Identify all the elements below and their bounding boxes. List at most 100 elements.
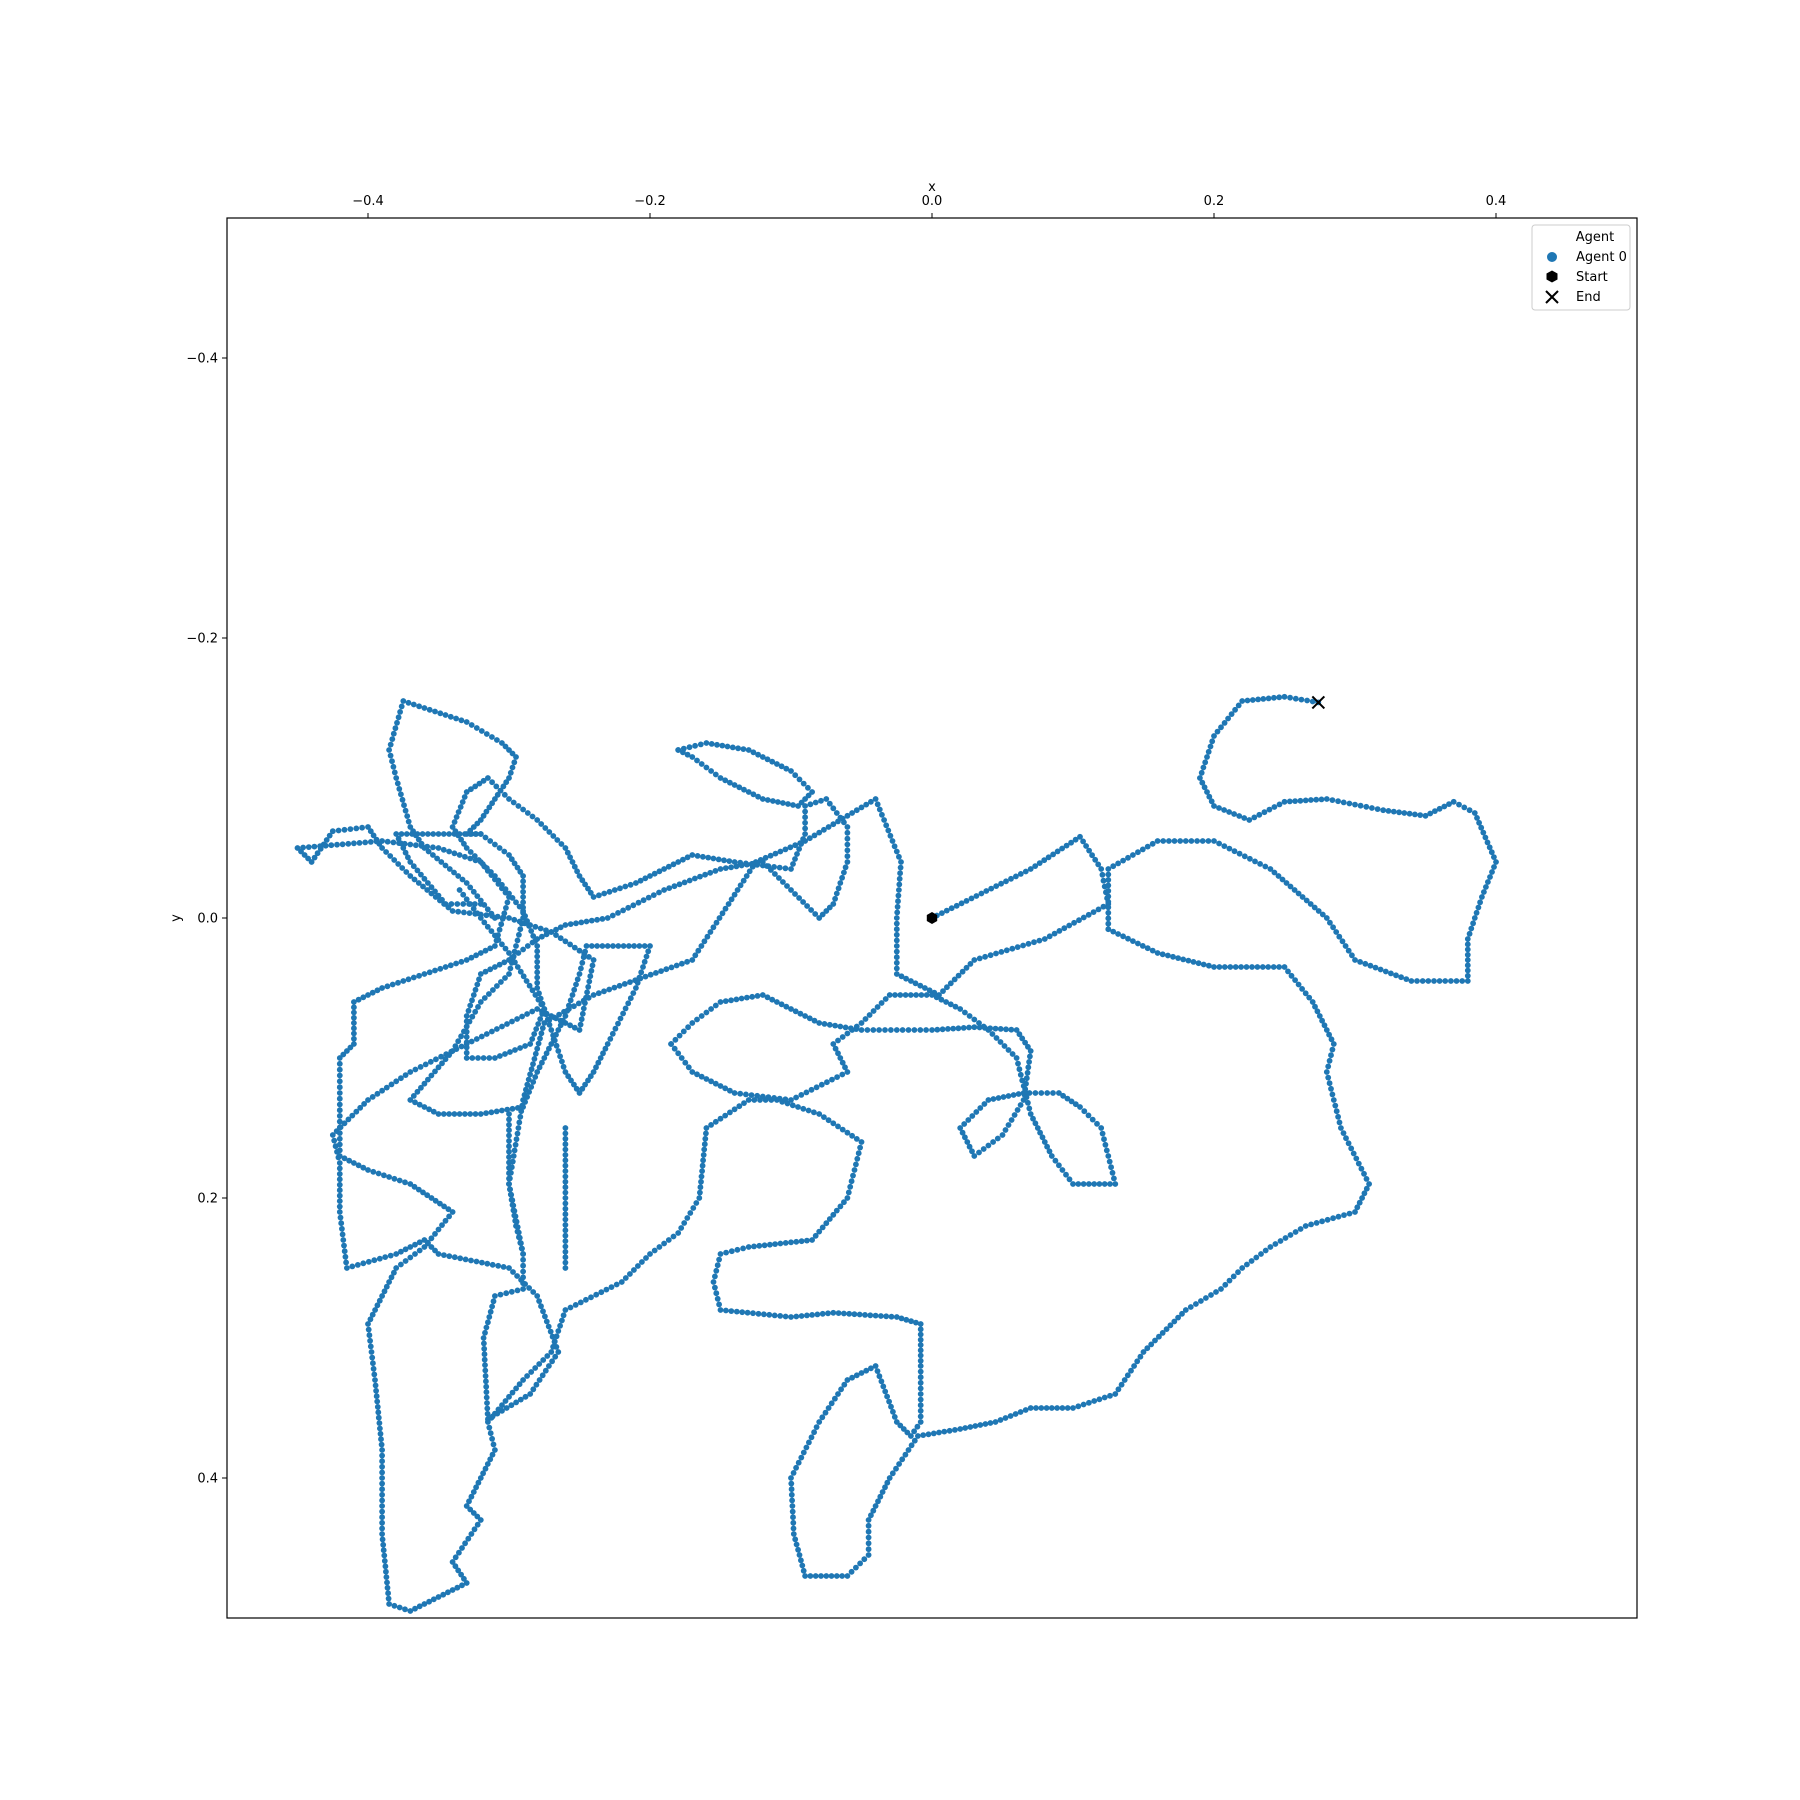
trajectory-point	[713, 919, 720, 926]
trajectory-point	[439, 1060, 445, 1067]
trajectory-point	[841, 819, 847, 826]
trajectory-point	[492, 932, 498, 939]
trajectory-point	[458, 836, 464, 843]
trajectory-point	[375, 1170, 382, 1177]
trajectory-point	[573, 920, 579, 927]
trajectory-point	[496, 845, 503, 851]
trajectory-point	[1068, 1098, 1075, 1105]
trajectory-point	[1488, 849, 1495, 856]
trajectory-point	[1106, 1158, 1113, 1165]
trajectory-point	[963, 964, 970, 971]
trajectory-point	[788, 866, 794, 872]
trajectory-point	[379, 1486, 385, 1493]
trajectory-point	[808, 1086, 815, 1093]
trajectory-point	[1329, 1046, 1336, 1053]
trajectory-point	[365, 824, 371, 830]
start-end-markers	[926, 695, 1326, 924]
trajectory-point	[982, 1421, 989, 1427]
trajectory-point	[337, 1214, 344, 1221]
trajectory-point	[574, 868, 580, 875]
trajectory-point	[790, 802, 796, 808]
trajectory-point	[1051, 930, 1058, 937]
trajectory-point	[891, 843, 898, 850]
trajectory-point	[562, 1254, 569, 1261]
trajectory-point	[1105, 888, 1112, 894]
trajectory-point	[1493, 859, 1499, 865]
trajectory-point	[582, 1000, 588, 1006]
trajectory-point	[980, 1023, 987, 1030]
trajectory-point	[1464, 962, 1471, 969]
trajectory-point	[503, 1405, 510, 1411]
trajectory-point	[425, 1239, 431, 1246]
trajectory-point	[562, 1141, 569, 1148]
trajectory-point	[421, 1104, 428, 1110]
trajectory-point	[947, 980, 954, 987]
trajectory-point	[1105, 893, 1112, 900]
trajectory-point	[857, 1144, 863, 1151]
trajectory-point	[1363, 803, 1370, 810]
trajectory-point	[809, 1237, 815, 1243]
trajectory-point	[717, 1251, 724, 1257]
trajectory-point	[461, 909, 467, 916]
trajectory-point	[473, 1484, 479, 1491]
trajectory-point	[1163, 1326, 1170, 1332]
trajectory-point	[868, 798, 874, 805]
trajectory-point	[475, 1479, 482, 1486]
trajectory-point	[822, 1409, 829, 1416]
trajectory-point	[463, 1580, 470, 1586]
trajectory-point	[536, 1064, 543, 1071]
trajectory-point	[1484, 839, 1491, 846]
trajectory-point	[1022, 1039, 1028, 1046]
trajectory-point	[1121, 1377, 1128, 1383]
trajectory-point	[837, 880, 844, 886]
trajectory-point	[509, 1105, 516, 1112]
trajectory-point	[839, 874, 845, 881]
trajectory-point	[1367, 962, 1374, 969]
trajectory-point	[1316, 1013, 1323, 1019]
trajectory-point	[1025, 1043, 1031, 1050]
trajectory-point	[911, 1437, 918, 1444]
trajectory-point	[507, 1049, 513, 1055]
trajectory-point	[917, 1379, 924, 1386]
trajectory-point	[884, 1479, 891, 1486]
trajectory-point	[381, 1172, 387, 1179]
trajectory-point	[844, 1377, 851, 1383]
legend-box	[1531, 224, 1631, 311]
trajectory-point	[1101, 1394, 1108, 1401]
trajectory-point	[727, 779, 733, 786]
trajectory-point	[435, 892, 442, 899]
trajectory-point	[914, 1423, 921, 1430]
trajectory-point	[596, 892, 602, 899]
trajectory-point	[837, 814, 844, 821]
trajectory-point	[469, 1013, 476, 1020]
trajectory-point	[351, 1020, 357, 1026]
trajectory-point	[518, 920, 525, 927]
trajectory-point	[474, 1521, 481, 1528]
trajectory-point	[300, 844, 306, 851]
trajectory-point	[872, 796, 879, 802]
trajectory-point	[511, 860, 518, 867]
trajectory-point	[478, 1033, 485, 1040]
trajectory-point	[714, 1295, 721, 1302]
trajectory-point	[1037, 1129, 1043, 1136]
trajectory-point	[703, 1125, 710, 1131]
trajectory-point	[1292, 798, 1298, 804]
trajectory-point	[972, 1423, 979, 1429]
trajectory-point	[1252, 858, 1258, 865]
trajectory-point	[398, 840, 404, 847]
trajectory-point	[479, 1259, 485, 1266]
trajectory-point	[1154, 838, 1161, 844]
trajectory-point	[630, 902, 637, 909]
trajectory-point	[966, 1024, 972, 1031]
trajectory-point	[912, 980, 919, 987]
trajectory-point	[1221, 720, 1228, 726]
trajectory-point	[728, 896, 735, 903]
trajectory-point	[455, 809, 462, 815]
trajectory-point	[1348, 1145, 1355, 1152]
trajectory-point	[1329, 1091, 1336, 1098]
trajectory-point	[390, 839, 397, 846]
trajectory-point	[508, 856, 515, 863]
trajectory-point	[1341, 1212, 1347, 1218]
trajectory-point	[717, 775, 724, 781]
trajectory-point	[499, 941, 505, 948]
